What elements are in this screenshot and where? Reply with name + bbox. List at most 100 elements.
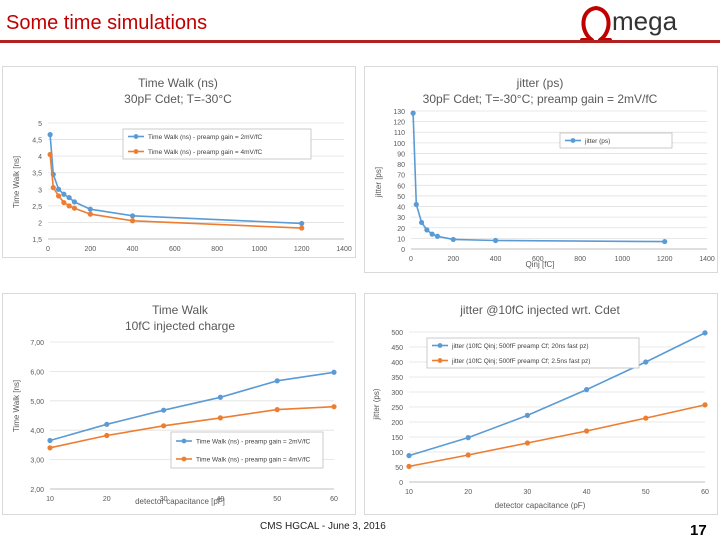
data-point: [406, 453, 412, 459]
y-tick-label: 200: [391, 420, 403, 427]
x-tick-label: 60: [701, 489, 709, 496]
y-tick-label: 5,00: [30, 399, 44, 406]
chart-panel-timewalk-cdet: Time Walk 10fC injected charge 2,00 3,00 4,0…: [2, 293, 356, 515]
x-tick-label: 20: [464, 489, 472, 496]
data-point: [71, 199, 78, 205]
data-point: [492, 237, 499, 244]
y-tick-label: 3: [38, 187, 42, 194]
y-tick-label: 2,00: [30, 487, 44, 494]
data-point: [465, 435, 471, 441]
legend-swatch-marker: [437, 343, 443, 348]
data-point: [643, 415, 649, 421]
y-tick-label: 0: [401, 247, 405, 254]
data-point: [418, 219, 425, 226]
y-tick-label: 7,00: [30, 340, 44, 347]
data-point: [584, 387, 590, 393]
y-tick-label: 60: [397, 183, 405, 190]
y-tick-label: 4: [38, 154, 42, 161]
chart-subtitle: 10fC injected charge: [125, 319, 235, 333]
y-tick-label: 450: [391, 345, 403, 352]
x-tick-label: 30: [524, 489, 532, 496]
legend-swatch-marker: [133, 149, 139, 154]
legend-box: [170, 431, 324, 469]
legend-entry: Time Walk (ns) - preamp gain = 2mV/fC: [148, 134, 263, 141]
y-tick-label: 400: [391, 360, 403, 367]
data-point: [434, 233, 441, 239]
data-point: [702, 330, 708, 336]
y-tick-label: 3,00: [30, 458, 44, 465]
data-point: [410, 110, 416, 116]
legend-swatch-marker: [133, 134, 139, 139]
y-tick-label: 130: [393, 109, 405, 116]
y-tick-label: 250: [391, 405, 403, 412]
y-tick-label: 2: [38, 220, 42, 227]
y-tick-label: 6,00: [30, 369, 44, 376]
data-point: [129, 218, 136, 224]
legend-box: [426, 337, 640, 369]
chart-jitter-qinj: jitter (ps) 30pF Cdet; T=-30°C; preamp ga…: [374, 76, 715, 269]
data-point: [129, 213, 136, 219]
data-point: [47, 437, 53, 444]
data-point: [61, 199, 67, 206]
x-tick-label: 200: [84, 246, 96, 253]
y-tick-label: 2,5: [32, 204, 42, 211]
y-tick-label: 20: [397, 226, 405, 233]
data-point: [47, 132, 53, 138]
data-point: [274, 378, 280, 384]
data-point: [274, 407, 280, 413]
data-point: [87, 211, 93, 217]
data-point: [161, 423, 167, 429]
y-tick-label: 4,00: [30, 428, 44, 435]
data-point: [161, 407, 167, 413]
data-point: [47, 151, 53, 158]
chart-subtitle: 30pF Cdet; T=-30°C: [124, 92, 232, 106]
chart-panel-jitter-qinj: jitter (ps) 30pF Cdet; T=-30°C; preamp ga…: [364, 66, 718, 273]
chart-timewalk-qinj: Time Walk (ns) 30pF Cdet; T=-30°C 1,5 2 2,5 3…: [12, 76, 352, 253]
page-number: 17: [690, 522, 707, 539]
data-point: [71, 205, 78, 211]
data-point: [662, 238, 668, 245]
data-point: [104, 421, 110, 427]
series-line-1: [49, 371, 335, 442]
legend-box: [559, 132, 673, 149]
data-point: [524, 440, 530, 446]
y-tick-label: 50: [395, 465, 403, 472]
chart-subtitle: 30pF Cdet; T=-30°C; preamp gain = 2mV/fC: [423, 92, 658, 106]
x-tick-label: 1200: [294, 246, 310, 253]
chart-title: Time Walk: [152, 303, 209, 317]
chart-jitter-cdet: jitter @10fC injected wrt. Cdet 0 50 100 150…: [372, 303, 709, 510]
data-point: [450, 236, 456, 243]
x-tick-label: 0: [409, 256, 413, 263]
x-tick-label: 400: [127, 246, 139, 253]
y-tick-label: 500: [391, 330, 403, 337]
title-rule: [0, 40, 720, 43]
data-point: [406, 463, 412, 469]
y-tick-label: 50: [397, 194, 405, 201]
x-tick-label: 30: [160, 496, 168, 503]
data-point: [524, 412, 530, 418]
data-point: [55, 193, 62, 199]
data-point: [66, 203, 72, 209]
data-point: [47, 445, 53, 451]
chart-panel-jitter-cdet: jitter @10fC injected wrt. Cdet 0 50 100 150…: [364, 293, 718, 515]
data-point: [50, 185, 56, 191]
series-line-2: [49, 405, 335, 449]
data-point: [217, 394, 223, 400]
data-point: [424, 227, 430, 233]
x-tick-label: 40: [217, 496, 225, 503]
y-tick-label: 5: [38, 121, 42, 128]
chart-timewalk-cdet: Time Walk 10fC injected charge 2,00 3,00 4,0…: [12, 303, 338, 506]
data-point: [702, 402, 708, 408]
legend-entry: Time Walk (ns) - preamp gain = 2mV/fC: [196, 439, 311, 446]
legend-box: [122, 128, 312, 160]
data-point: [217, 415, 223, 421]
x-tick-label: 600: [169, 246, 181, 253]
y-axis-label: Time Walk [ns]: [12, 380, 21, 432]
legend-swatch-marker: [437, 358, 443, 363]
y-tick-label: 3,5: [32, 171, 42, 178]
x-axis-label: detector capacitance [pF]: [135, 497, 225, 506]
data-point: [331, 404, 337, 410]
y-tick-label: 10: [397, 236, 405, 243]
chart-title: jitter @10fC injected wrt. Cdet: [459, 303, 620, 317]
y-tick-label: 100: [393, 141, 405, 148]
